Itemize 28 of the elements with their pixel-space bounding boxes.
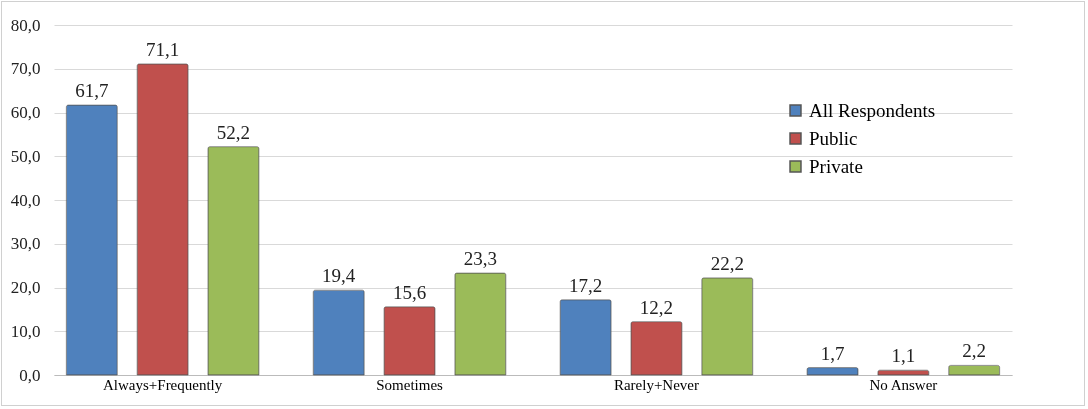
y-tick-label: 0,0 xyxy=(19,365,41,385)
data-label: 17,2 xyxy=(569,274,603,296)
data-label: 19,4 xyxy=(322,265,356,287)
y-tick-label: 10,0 xyxy=(10,321,41,341)
y-tick-label: 30,0 xyxy=(10,234,41,254)
legend-label: Private xyxy=(809,155,863,177)
legend-label: Public xyxy=(809,127,858,149)
data-label: 61,7 xyxy=(75,80,109,102)
data-label: 2,2 xyxy=(962,340,987,362)
x-tick-label: Sometimes xyxy=(376,376,444,393)
x-tick-label: Rarely+Never xyxy=(613,376,699,393)
data-label: 23,3 xyxy=(463,248,497,270)
y-tick-label: 70,0 xyxy=(10,59,41,79)
legend-label: All Respondents xyxy=(809,99,936,121)
y-tick-label: 20,0 xyxy=(10,278,41,297)
data-label: 1,1 xyxy=(891,345,916,367)
y-tick-label: 50,0 xyxy=(10,146,41,166)
y-tick-label: 60,0 xyxy=(10,103,41,122)
data-label: 1,7 xyxy=(820,342,845,364)
data-label: 15,6 xyxy=(392,281,427,303)
data-label: 71,1 xyxy=(146,38,180,60)
y-tick-label: 40,0 xyxy=(10,190,41,210)
data-label: 12,2 xyxy=(639,296,674,318)
y-tick-label: 80,0 xyxy=(10,15,41,35)
x-tick-label: No Answer xyxy=(869,376,938,393)
data-label: 22,2 xyxy=(710,252,744,274)
x-tick-label: Always+Frequently xyxy=(103,376,223,393)
data-label: 52,2 xyxy=(216,121,251,143)
